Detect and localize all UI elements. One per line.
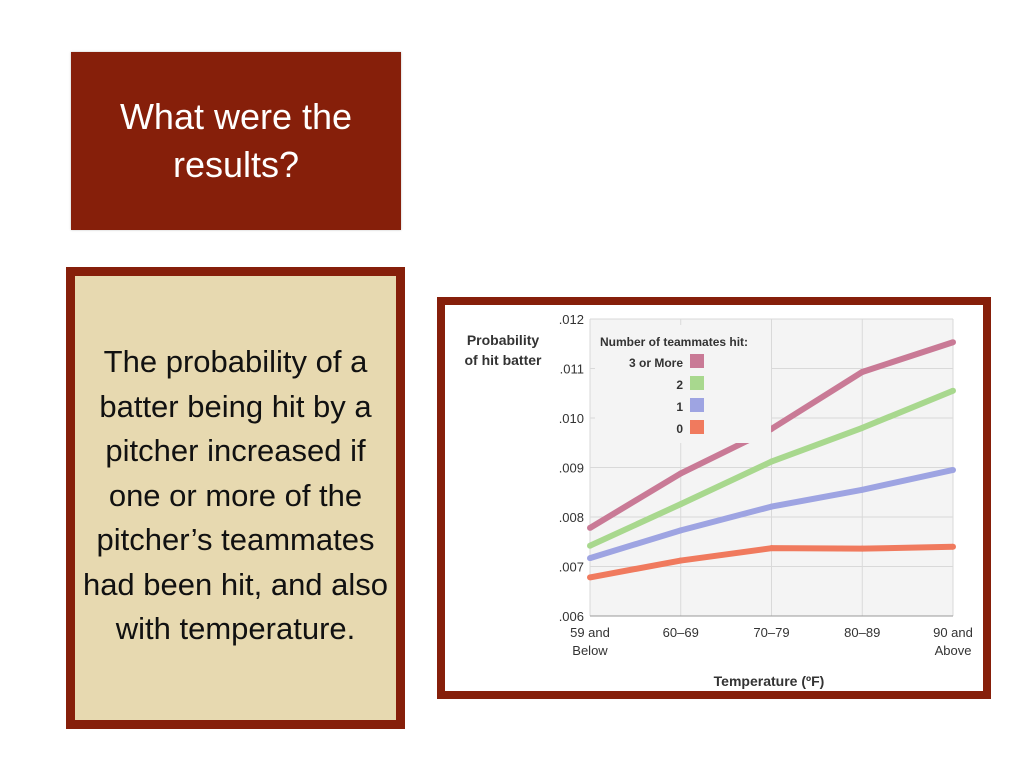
legend-swatch	[690, 376, 704, 390]
y-tick-label: .007	[559, 560, 584, 575]
data-point	[587, 574, 593, 581]
line-chart: .006 .007 .008 .009 .010 .011 .012 59 and Below 6…	[465, 312, 973, 689]
body-text: The probability of a batter being hit by…	[82, 344, 389, 647]
y-tick-label: .011	[560, 362, 584, 377]
chart-frame: .006 .007 .008 .009 .010 .011 .012 59 and Below 6…	[437, 297, 991, 699]
title-box: What were the results?	[71, 52, 401, 230]
data-point	[859, 545, 866, 552]
legend-label: 2	[676, 378, 683, 392]
data-point	[677, 527, 684, 534]
x-tick-label: 59 and	[570, 625, 610, 640]
legend-swatch	[690, 354, 704, 368]
slide-title: What were the results?	[119, 96, 353, 185]
x-tick-label: 90 and	[933, 625, 973, 640]
y-tick-label: .012	[559, 312, 584, 327]
data-point	[587, 524, 593, 531]
legend-title: Number of teammates hit:	[600, 335, 748, 349]
legend-label: 0	[676, 422, 683, 436]
data-point	[950, 387, 956, 394]
x-tick-label: 80–89	[844, 625, 880, 640]
data-point	[768, 545, 775, 552]
y-axis-label: of hit batter	[465, 352, 543, 368]
legend-background	[595, 325, 771, 443]
y-tick-label: .006	[559, 609, 584, 624]
data-point	[859, 368, 866, 375]
data-point	[587, 542, 593, 549]
data-point	[859, 486, 866, 493]
x-tick-label: 60–69	[663, 625, 699, 640]
legend-swatch	[690, 398, 704, 412]
data-point	[677, 501, 684, 508]
data-point	[859, 424, 866, 431]
data-point	[950, 543, 956, 550]
x-tick-label: Above	[935, 643, 972, 658]
x-tick-label: Below	[572, 643, 608, 658]
y-tick-label: .008	[559, 510, 584, 525]
legend-swatch	[690, 420, 704, 434]
data-point	[950, 339, 956, 346]
text-box: The probability of a batter being hit by…	[66, 267, 405, 729]
legend-label: 3 or More	[629, 356, 683, 370]
data-point	[768, 458, 775, 465]
data-point	[950, 466, 956, 473]
x-tick-label: 70–79	[753, 625, 789, 640]
legend-label: 1	[676, 400, 683, 414]
data-point	[677, 470, 684, 477]
data-point	[677, 557, 684, 564]
y-axis-label: Probability	[467, 332, 540, 348]
y-tick-label: .009	[559, 461, 584, 476]
x-axis-label: Temperature (ºF)	[714, 673, 825, 689]
data-point	[587, 555, 593, 562]
y-tick-label: .010	[559, 411, 584, 426]
data-point	[768, 503, 775, 510]
